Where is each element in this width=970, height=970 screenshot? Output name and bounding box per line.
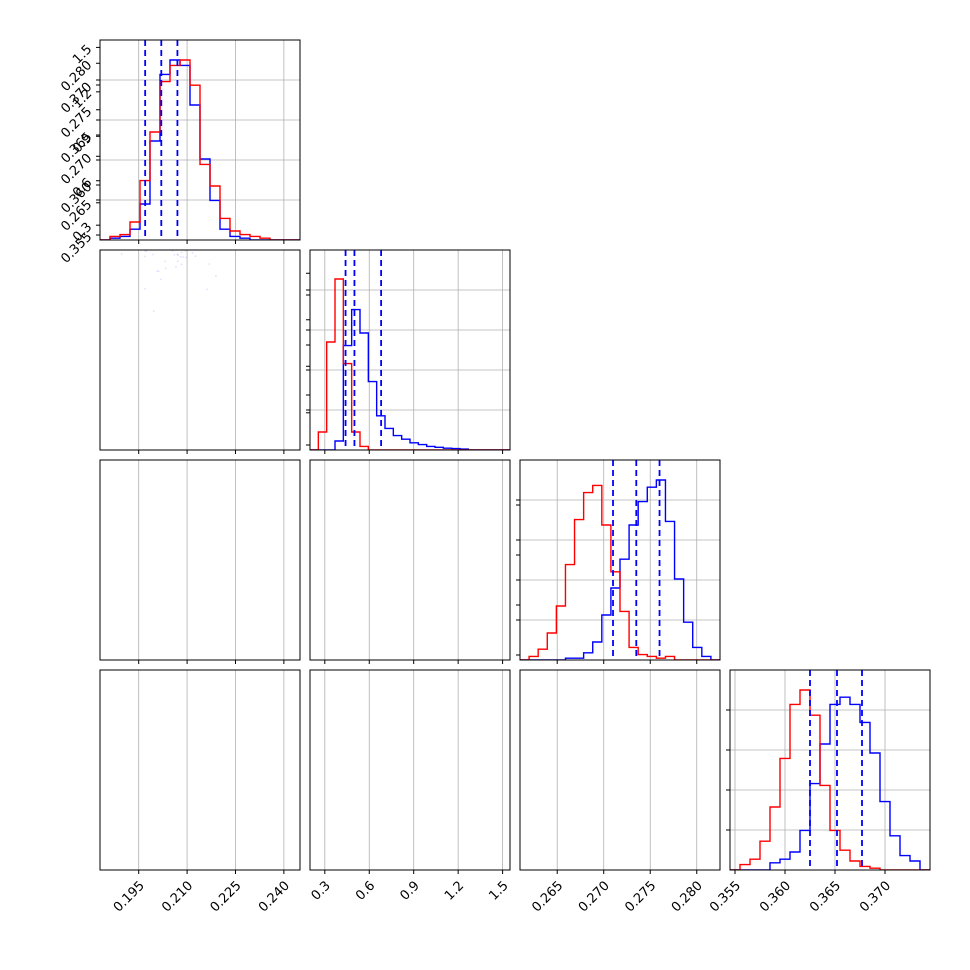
x-tick-label: 0.270: [576, 878, 613, 915]
x-tick-label: 0.280: [669, 878, 706, 915]
x-tick-label: 0.355: [707, 878, 744, 915]
scatter-panel-3-2: 0.265 0.270 0.275 0.280: [509, 470, 741, 915]
panel-frame: [310, 670, 510, 870]
x-tick-label: 0.195: [111, 878, 148, 915]
density-peak-1: [167, 148, 175, 158]
scatter-series-1: [108, 52, 241, 253]
histogram-panel-1: [306, 250, 510, 454]
contour-0-2: [144, 103, 186, 134]
density-peak-1: [595, 568, 603, 578]
x-tick-label: 0.210: [159, 878, 196, 915]
contour-0-1: [610, 521, 672, 584]
contour-1-0: [283, 345, 381, 381]
panel-frame: [310, 250, 510, 450]
contour-1-1: [298, 350, 366, 375]
density-peak-1: [167, 156, 175, 166]
x-tick-label: 1.5: [486, 878, 511, 903]
histogram-panel-3: 0.355 0.360 0.365 0.370: [707, 670, 930, 915]
density-peak-0: [637, 548, 645, 558]
contour-1-0: [118, 118, 224, 203]
density-peak-1: [328, 366, 336, 376]
contour-0-0: [112, 80, 216, 158]
contour-1-0: [285, 353, 380, 389]
contour-1-2: [150, 144, 192, 178]
scatter-panel-2-1: [267, 228, 510, 664]
panel-frame: [100, 670, 300, 870]
panel-frame: [100, 250, 300, 450]
histogram-series-1: [100, 60, 300, 240]
scatter-series-1: [509, 477, 696, 668]
histogram-series-1: [520, 485, 720, 660]
panel-frame: [520, 670, 720, 870]
scatter-series-1: [299, 277, 362, 441]
contour-1-1: [299, 358, 365, 383]
contour-0-0: [112, 157, 217, 235]
x-tick-label: 0.370: [857, 878, 894, 915]
x-tick-label: 0.225: [208, 878, 245, 915]
x-tick-label: 0.6: [353, 878, 378, 903]
x-tick-label: 0.360: [757, 878, 794, 915]
scatter-panel-3-1: 0.3 0.6 0.9 1.2 1.5: [260, 227, 511, 903]
contour-1-0: [555, 528, 644, 618]
panel-frame: [310, 460, 510, 660]
x-tick-label: 0.365: [807, 878, 844, 915]
scatter-series-1: [307, 288, 358, 458]
histogram-panel-0: [96, 40, 300, 244]
panel-frame: [100, 460, 300, 660]
histogram-panel-2: [516, 460, 720, 664]
x-tick-label: 0.240: [256, 878, 293, 915]
x-tick-label: 1.2: [442, 878, 467, 903]
histogram-series-0: [310, 310, 510, 450]
contour-1-0: [117, 111, 225, 196]
x-tick-label: 0.3: [309, 878, 334, 903]
x-tick-label: 0.265: [529, 878, 566, 915]
histogram-series-1: [310, 279, 510, 450]
density-peak-1: [328, 358, 336, 368]
scatter-series-0: [538, 470, 742, 650]
x-tick-label: 0.9: [398, 878, 423, 903]
contour-1-1: [568, 541, 630, 604]
scatter-panel-1-0: 0.30.60.91.21.5: [70, 42, 300, 454]
density-peak-1: [167, 213, 175, 223]
contour-1-0: [137, 199, 204, 236]
contour-1-1: [147, 205, 194, 231]
x-tick-label: 0.275: [622, 878, 659, 915]
